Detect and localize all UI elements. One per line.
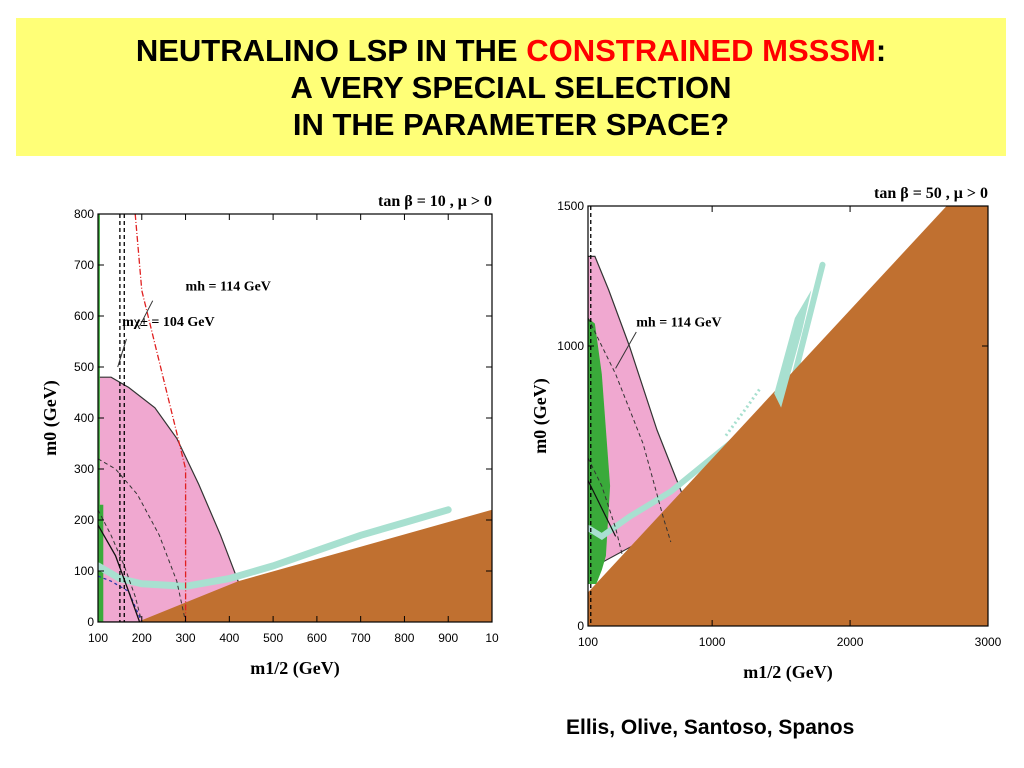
annotation-label: mh = 114 GeV	[636, 315, 721, 330]
title-prefix: NEUTRALINO LSP IN THE	[135, 33, 527, 68]
left-chart: 0 100 200 300 400 500 600 700 800 100 200 300 400 500…	[30, 178, 508, 698]
mass-contour-dashed	[98, 458, 187, 622]
annotation-arrow	[139, 300, 154, 327]
relic-density-dots	[724, 387, 762, 437]
title-colon: :	[875, 33, 887, 68]
y-tick-label: 500	[74, 360, 94, 374]
x-tick-label: 400	[219, 631, 239, 645]
x-tick-label: 300	[176, 631, 196, 645]
annotation-label: mh = 114 GeV	[186, 280, 271, 295]
stau-lsp-excluded-region	[588, 206, 988, 626]
solid-contour	[588, 480, 617, 537]
title-line-3: IN THE PARAMETER SPACE?	[292, 107, 730, 142]
x-tick-label: 1000	[699, 635, 726, 649]
bsg-excluded-region	[588, 318, 611, 584]
x-tick-label: 500	[263, 631, 283, 645]
y-tick-label: 800	[74, 207, 94, 221]
x-tick-label: 600	[307, 631, 327, 645]
g-minus-2-region	[98, 376, 244, 622]
x-tick-label: 100	[88, 631, 108, 645]
credit-authors: Ellis, Olive, Santoso, Spanos	[566, 716, 855, 739]
y-tick-label: 0	[577, 619, 584, 633]
relic-density-band	[98, 506, 452, 590]
panel-label: tan β = 10 , μ > 0	[378, 193, 492, 210]
plot-area	[588, 206, 988, 626]
y-tick-label: 200	[74, 513, 94, 527]
y-tick-label: 1000	[557, 339, 584, 353]
x-tick-label: 2000	[837, 635, 864, 649]
y-tick-label: 600	[74, 309, 94, 323]
y-tick-label: 400	[74, 411, 94, 425]
left-chart-svg: 0 100 200 300 400 500 600 700 800 100 200 300 400 500…	[40, 193, 499, 679]
x-tick-label: 100	[578, 635, 598, 649]
title-line-1: NEUTRALINO LSP IN THE CONSTRAINED MSSSM:	[16, 32, 1006, 69]
solid-contour	[98, 524, 141, 622]
plot-area	[98, 214, 492, 622]
x-tick-label: 700	[351, 631, 371, 645]
y-axis-label: m0 (GeV)	[530, 378, 551, 453]
x-axis-label: m1/2 (GeV)	[250, 658, 339, 679]
y-tick-label: 1500	[557, 199, 584, 213]
title-banner: NEUTRALINO LSP IN THE CONSTRAINED MSSSM:…	[16, 18, 1006, 156]
y-tick-label: 100	[74, 564, 94, 578]
relic-density-island	[774, 290, 812, 408]
x-tick-label: 3000	[975, 635, 1002, 649]
panel-label: tan β = 50 , μ > 0	[874, 185, 988, 202]
x-tick-label: 200	[132, 631, 152, 645]
x-tick-label: 900	[438, 631, 458, 645]
y-tick-label: 300	[74, 462, 94, 476]
higgs-mass-line	[134, 214, 187, 622]
x-axis-label: m1/2 (GeV)	[743, 662, 832, 683]
mass-contour-dashed-2	[588, 457, 623, 557]
plot-frame	[587, 205, 989, 627]
title-line-2: A VERY SPECIAL SELECTION	[290, 70, 732, 105]
annotation-arrow	[615, 331, 637, 369]
x-tick-label: 10	[485, 631, 499, 645]
x-tick-label: 800	[394, 631, 414, 645]
y-tick-label: 0	[87, 615, 94, 629]
title-highlight: CONSTRAINED MSSSM	[526, 33, 876, 68]
annotation-label: mχ± = 104 GeV	[122, 315, 215, 330]
y-tick-label: 700	[74, 258, 94, 272]
stau-lsp-excluded-region	[137, 509, 492, 622]
y-axis-label: m0 (GeV)	[40, 380, 61, 455]
right-chart-svg: 0 1000 1500 100 1000 2000 3000 m1/2 (GeV) m0 (Ge…	[530, 185, 1002, 683]
right-chart: 0 1000 1500 100 1000 2000 3000 m1/2 (GeV) m0 (Ge…	[514, 170, 1010, 690]
annotation-arrow	[117, 338, 127, 368]
